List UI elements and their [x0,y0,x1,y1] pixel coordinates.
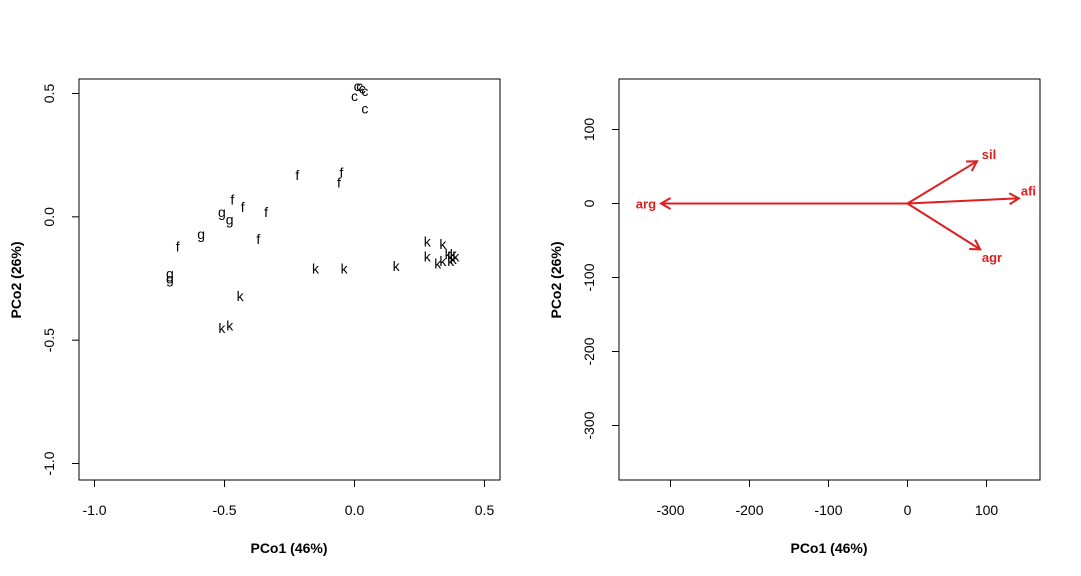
point-label: k [439,236,447,252]
point-label: k [452,248,460,264]
point-label: k [447,248,455,264]
y-tick-label: 0.5 [41,84,57,104]
vector-shaft [907,197,1019,205]
y-axis: -1.0 -0.5 0.0 0.5 [41,84,80,476]
x-axis-title: PCo1 (46%) [790,540,867,556]
point-label: f [295,167,299,183]
vector-shaft [906,202,981,251]
point-label: k [393,258,401,274]
y-tick-label: -300 [581,411,597,439]
vector-arg: arg [636,197,908,212]
x-tick-label: -0.5 [212,502,236,518]
arrow-head [966,160,979,172]
point-label: f [256,231,260,247]
point-label: f [337,174,341,190]
point-label: g [166,266,174,282]
x-axis: -1.0 -0.5 0.0 0.5 [82,479,495,518]
point-label: c [351,88,358,104]
point-label: f [340,164,344,180]
x-tick-label: 0.5 [475,502,495,518]
point-label: f [241,199,245,215]
point-label: k [450,246,458,262]
y-tick-label: 0.0 [41,207,57,227]
point-label: c [361,83,368,99]
y-tick-label: -100 [581,263,597,291]
plot-frame [78,78,501,481]
x-tick-label: -1.0 [82,502,106,518]
x-axis: -300 -200 -100 0 100 [656,479,999,518]
y-tick-label: -0.5 [41,328,57,352]
x-tick-label: 0.0 [345,502,365,518]
point-label: k [341,261,349,277]
point-label: k [218,320,226,336]
point-label: f [264,204,268,220]
x-axis-title: PCo1 (46%) [250,540,327,556]
y-tick-label: 100 [581,118,597,142]
point-label: k [424,248,432,264]
arrow-head [969,239,982,251]
y-tick-label: 0 [581,199,597,207]
point-label: g [226,211,234,227]
point-label: g [197,226,205,242]
point-label: k [445,246,453,262]
vector-label: afi [1021,183,1036,198]
y-axis-title: PCo2 (26%) [548,241,564,318]
point-label: k [424,234,432,250]
vector-label: agr [982,250,1002,265]
x-tick-label: 100 [975,502,999,518]
point-label: g [166,271,174,287]
vector-label: arg [636,197,656,212]
vector-agr: agr [906,202,1002,265]
y-tick-label: -1.0 [41,451,57,475]
x-tick-label: -200 [735,502,763,518]
x-tick-label: -100 [814,502,842,518]
arrow-head [1008,192,1021,206]
point-label: g [218,204,226,220]
y-axis: -300 -200 -100 0 100 [581,118,620,440]
vector-label: sil [982,147,996,162]
point-label: k [447,253,455,269]
point-label: c [356,78,363,94]
point-label: c [354,78,361,94]
vector-sil: sil [906,147,996,205]
point-label: k [439,253,447,269]
point-label: c [359,81,366,97]
vector-panel: -300 -200 -100 0 100 -300 -200 -100 0 100 sil afi… [548,78,1041,556]
point-label: k [434,256,442,272]
point-label: k [237,288,245,304]
arrow-head [659,197,672,210]
plot-frame [618,78,1041,481]
x-tick-label: 0 [904,502,912,518]
point-label: f [230,192,234,208]
point-label: k [312,261,320,277]
vector-afi: afi [907,183,1036,206]
vectors-layer: sil afi arg agr [636,147,1036,265]
y-axis-title: PCo2 (26%) [8,241,24,318]
point-label: k [450,251,458,267]
point-label: f [176,238,180,254]
vector-shaft [906,160,978,205]
y-tick-label: -200 [581,337,597,365]
point-label: c [361,100,368,116]
x-tick-label: -300 [656,502,684,518]
point-label: k [226,317,234,333]
